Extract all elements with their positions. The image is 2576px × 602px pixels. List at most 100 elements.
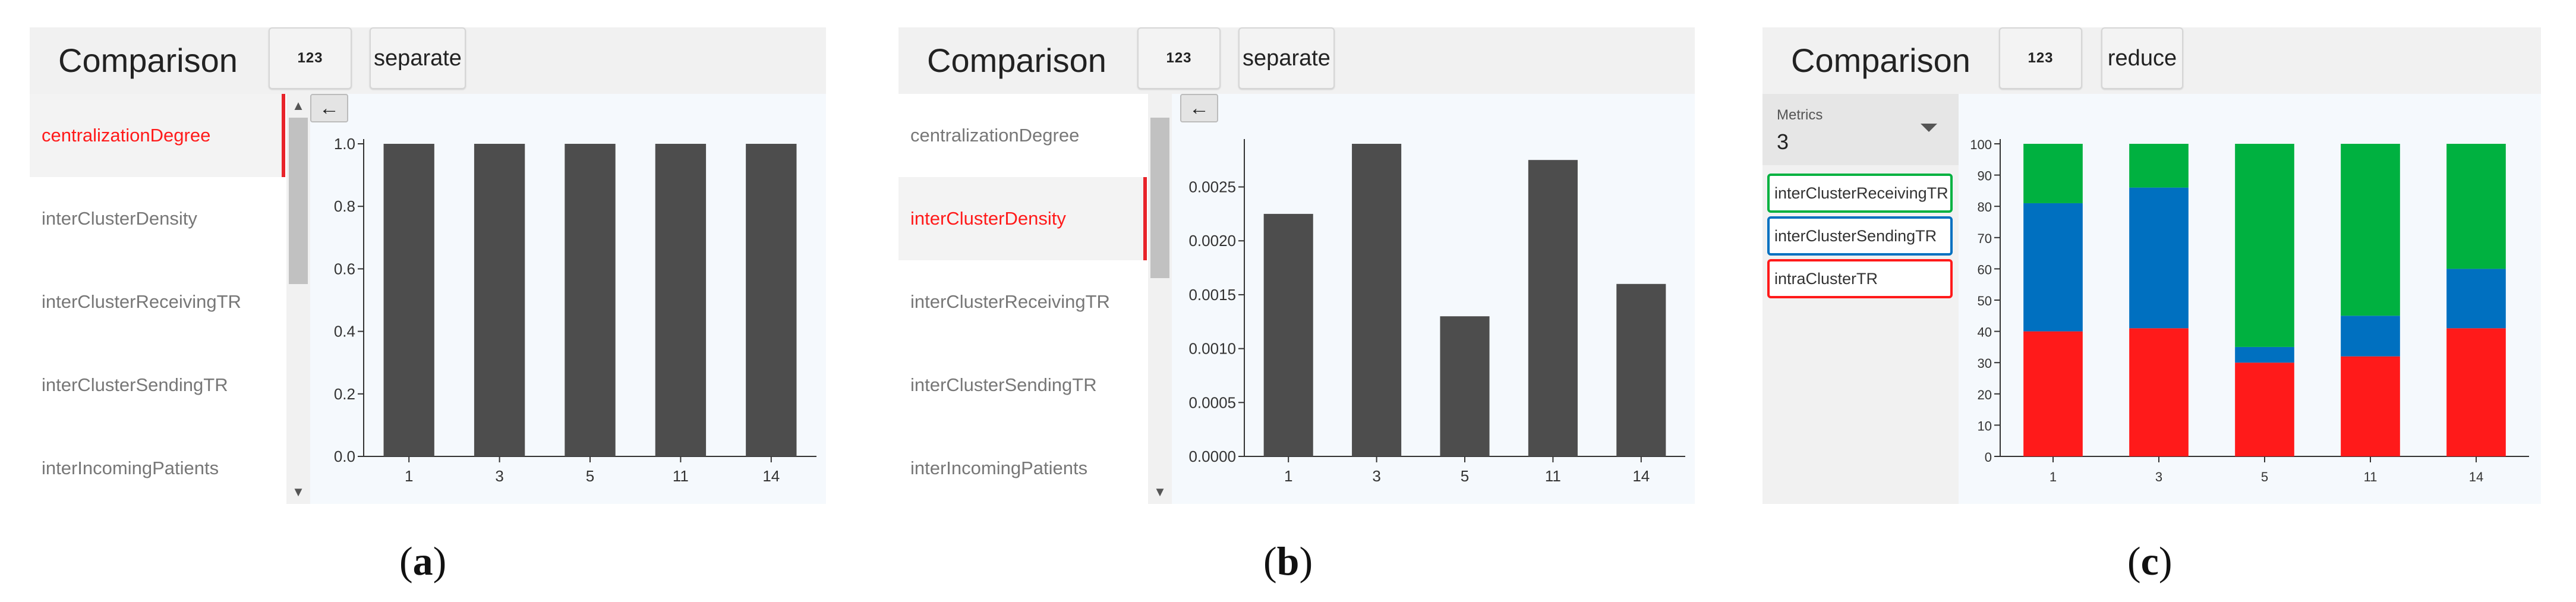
- y-tick-label: 0.0005: [1188, 393, 1236, 411]
- bar-segment: [2023, 144, 2083, 203]
- y-tick-label: 0.0000: [1188, 447, 1236, 465]
- panel-title: Comparison: [1791, 42, 1970, 79]
- chart-area: ← 0.0 0.2 0.4 0.6 0.8 1.0 1 3 5 11 14: [310, 94, 826, 504]
- bar-segment: [2341, 316, 2400, 357]
- bar-segment: [2023, 203, 2083, 332]
- metric-selector-panel: Metrics 3 interClusterReceivingTR interC…: [1762, 94, 1959, 504]
- y-tick-label: 60: [1978, 262, 1992, 277]
- format-number-button[interactable]: 123: [1999, 27, 2082, 89]
- y-tick-label: 1.0: [334, 135, 355, 153]
- metric-item-interClusterReceivingTR[interactable]: interClusterReceivingTR: [910, 291, 1110, 312]
- y-tick-label: 40: [1978, 325, 1992, 340]
- metric-item-centralizationDegree[interactable]: centralizationDegree: [30, 94, 285, 177]
- select-value: 3: [1777, 130, 1789, 154]
- bar-chart: 0.0000 0.0005 0.0010 0.0015 0.0020 0.0025 1 3 5 1…: [1188, 139, 1685, 485]
- stacked-bar-chart: 0 10 20 30 40 50 60 70 80 90 100 1 3 5 11 14: [1970, 137, 2529, 484]
- metric-item-interIncomingPatients[interactable]: interIncomingPatients: [910, 458, 1088, 478]
- x-tick-label: 14: [1632, 467, 1650, 485]
- x-tick-label: 3: [1372, 467, 1380, 485]
- format-number-button[interactable]: 123: [269, 27, 352, 89]
- bar-segment: [2446, 328, 2506, 456]
- reduce-mode-button[interactable]: reduce: [2101, 27, 2183, 89]
- bar-segment: [2446, 144, 2506, 269]
- y-tick-label: 80: [1978, 200, 1992, 215]
- y-tick-label: 0.0025: [1188, 178, 1236, 196]
- bar: [1352, 144, 1402, 456]
- arrow-left-icon: ←: [319, 96, 339, 119]
- bar: [1528, 160, 1578, 456]
- y-tick-label: 0.2: [334, 385, 355, 403]
- metric-item-centralizationDegree[interactable]: centralizationDegree: [910, 125, 1080, 146]
- x-tick-label: 11: [2364, 469, 2378, 484]
- metric-item-interClusterSendingTR[interactable]: interClusterSendingTR: [910, 374, 1097, 395]
- metric-item-interClusterDensity[interactable]: interClusterDensity: [42, 208, 197, 229]
- x-tick-label: 14: [2469, 469, 2483, 484]
- y-tick-label: 0.0: [334, 447, 355, 465]
- metric-chip-interClusterSendingTR[interactable]: interClusterSendingTR: [1767, 216, 1953, 256]
- back-arrow-button[interactable]: ←: [1180, 94, 1218, 122]
- scroll-thumb[interactable]: [1150, 118, 1169, 278]
- x-tick-label: 3: [2155, 469, 2162, 484]
- y-tick-label: 30: [1978, 356, 1992, 371]
- bar-segment: [2341, 356, 2400, 456]
- separate-mode-button[interactable]: separate: [370, 27, 466, 89]
- x-tick-label: 1: [1284, 467, 1292, 485]
- x-tick-label: 3: [495, 467, 503, 485]
- chart-area: 0 10 20 30 40 50 60 70 80 90 100 1 3 5 11 14: [1959, 94, 2541, 504]
- metric-item-interClusterDensity[interactable]: interClusterDensity: [898, 177, 1147, 260]
- format-number-button[interactable]: 123: [1137, 27, 1221, 89]
- bar: [565, 144, 616, 456]
- x-tick-label: 5: [586, 467, 594, 485]
- y-tick-label: 0.8: [334, 197, 355, 215]
- scroll-down-icon[interactable]: ▼: [1153, 484, 1166, 499]
- chart-area: ← 0.0000 0.0005 0.0010 0.0015 0.0020 0.0025 1 3…: [1172, 94, 1695, 504]
- x-tick-label: 5: [1461, 467, 1469, 485]
- metric-chip-intraClusterTR[interactable]: intraClusterTR: [1767, 259, 1953, 298]
- bar: [746, 144, 797, 456]
- metric-item-interClusterReceivingTR[interactable]: interClusterReceivingTR: [42, 291, 241, 312]
- caption-a: (a): [399, 538, 447, 584]
- y-tick-label: 100: [1970, 137, 1992, 152]
- scroll-down-icon[interactable]: ▼: [292, 484, 305, 499]
- bar: [1440, 316, 1490, 456]
- y-tick-label: 0.6: [334, 260, 355, 278]
- metric-list-scrollbar[interactable]: ▲ ▼: [286, 94, 310, 504]
- bar-segment: [2023, 331, 2083, 456]
- scroll-thumb[interactable]: [289, 118, 308, 284]
- metric-item-interClusterSendingTR[interactable]: interClusterSendingTR: [42, 374, 228, 395]
- x-tick-label: 5: [2261, 469, 2268, 484]
- separate-mode-button[interactable]: separate: [1238, 27, 1335, 89]
- back-arrow-button[interactable]: ←: [310, 94, 348, 122]
- chevron-down-icon: [1921, 124, 1937, 132]
- bar-chart: 0.0 0.2 0.4 0.6 0.8 1.0 1 3 5 11 14: [334, 135, 816, 485]
- select-label: Metrics: [1777, 107, 1823, 123]
- metric-list-scrollbar[interactable]: ▼: [1148, 94, 1172, 504]
- bar-segment: [2235, 363, 2294, 456]
- y-tick-label: 0: [1985, 450, 1992, 465]
- x-tick-label: 14: [762, 467, 780, 485]
- bar-segment: [2235, 346, 2294, 363]
- bar-segment: [2235, 144, 2294, 347]
- x-tick-label: 1: [405, 467, 413, 485]
- bar: [383, 144, 434, 456]
- metric-list[interactable]: centralizationDegree interClusterDensity…: [898, 94, 1147, 504]
- panel-title: Comparison: [58, 42, 238, 79]
- y-tick-label: 20: [1978, 387, 1992, 402]
- metrics-select[interactable]: Metrics 3: [1762, 94, 1959, 165]
- bar-segment: [2446, 269, 2506, 329]
- y-tick-label: 0.4: [334, 323, 355, 341]
- arrow-left-icon: ←: [1189, 96, 1209, 119]
- bar-segment: [2341, 144, 2400, 316]
- bar: [655, 144, 707, 456]
- y-tick-label: 70: [1978, 231, 1992, 246]
- metric-item-interIncomingPatients[interactable]: interIncomingPatients: [42, 458, 219, 478]
- y-tick-label: 50: [1978, 294, 1992, 308]
- panel-c: Comparison 123 reduce Metrics 3 interClu…: [1762, 27, 2541, 504]
- scroll-up-icon[interactable]: ▲: [292, 98, 305, 113]
- metric-chip-interClusterReceivingTR[interactable]: interClusterReceivingTR: [1767, 174, 1953, 213]
- y-tick-label: 0.0015: [1188, 286, 1236, 304]
- bar: [474, 144, 525, 456]
- metric-list[interactable]: centralizationDegree interClusterDensity…: [30, 94, 285, 504]
- y-tick-label: 0.0020: [1188, 232, 1236, 250]
- x-tick-label: 1: [2050, 469, 2057, 484]
